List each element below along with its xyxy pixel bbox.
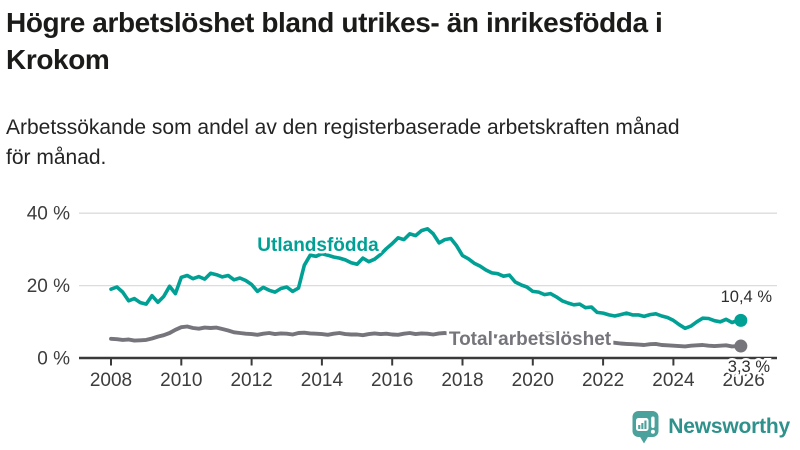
chart-subtitle: Arbetssökande som andel av den registerb…: [6, 113, 798, 173]
newsworthy-logo-icon: [632, 411, 659, 444]
x-axis-label-2012: 2012: [230, 370, 272, 391]
y-axis-label-20: 20 %: [27, 276, 70, 297]
series-line-1: [109, 324, 740, 349]
x-axis-label-2020: 2020: [512, 370, 554, 391]
y-axis-label-40: 40 %: [27, 204, 70, 225]
series-end-dot-0: [734, 313, 748, 327]
x-axis-label-2010: 2010: [160, 370, 202, 391]
x-axis-label-2026: 2026: [723, 370, 765, 391]
page-title-line-1: Högre arbetslöshet bland utrikes- än inr…: [6, 7, 663, 38]
newsworthy-logo: Newsworthy: [631, 410, 790, 444]
series-label-1: Total arbetslöshet: [449, 329, 612, 350]
y-axis-label-0: 0 %: [37, 349, 70, 370]
chart-subtitle-line-1: Arbetssökande som andel av den registerb…: [6, 116, 680, 139]
x-axis-label-2024: 2024: [652, 370, 695, 391]
x-axis-label-2014: 2014: [301, 370, 344, 391]
page-title: Högre arbetslöshet bland utrikes- än inr…: [6, 4, 798, 78]
x-axis-label-2018: 2018: [441, 370, 483, 391]
series-line-0: [109, 227, 740, 331]
newsworthy-logo-text: Newsworthy: [668, 415, 790, 438]
x-axis-label-2008: 2008: [90, 370, 132, 391]
series-end-value-0: 10,4 %: [721, 288, 773, 306]
chart-subtitle-line-2: för månad.: [6, 146, 107, 169]
series-end-value-1: 3,3 %: [728, 358, 771, 376]
x-axis-label-2022: 2022: [582, 370, 624, 391]
page-title-line-2: Krokom: [6, 44, 110, 75]
series-end-dot-1: [734, 339, 748, 353]
series-label-0: Utlandsfödda: [257, 235, 379, 256]
x-axis-label-2016: 2016: [371, 370, 413, 391]
